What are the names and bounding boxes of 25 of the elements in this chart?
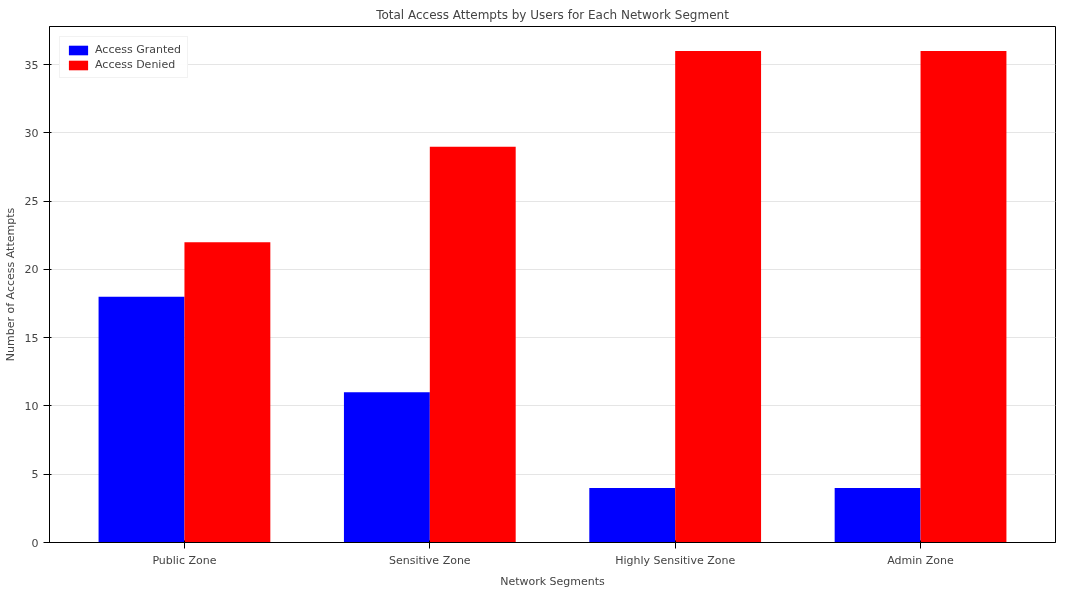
y-tick-label: 0 (31, 536, 39, 550)
bar (920, 51, 1007, 543)
y-tick-label: 35 (24, 58, 39, 72)
bar (834, 487, 921, 543)
bar (589, 487, 676, 543)
bar (429, 146, 516, 543)
bar (343, 392, 430, 543)
y-tick-label: 20 (24, 263, 39, 277)
chart-title: Total Access Attempts by Users for Each Network Segment (375, 7, 730, 22)
x-axis-title: Network Segments (500, 574, 606, 588)
bar (98, 296, 185, 543)
x-tick-label: Sensitive Zone (388, 553, 471, 567)
x-tick-label: Public Zone (152, 553, 217, 567)
bar (184, 242, 271, 543)
y-tick-label: 25 (24, 195, 39, 209)
y-tick-label: 15 (24, 331, 39, 345)
bar (675, 51, 762, 543)
y-tick-label: 5 (31, 468, 39, 482)
y-tick-label: 30 (24, 126, 39, 140)
x-tick-label: Admin Zone (887, 553, 955, 567)
legend-label: Access Granted (95, 43, 181, 56)
x-tick-label: Highly Sensitive Zone (615, 553, 736, 567)
y-axis-title: Number of Access Attempts (3, 207, 17, 362)
y-tick-label: 10 (24, 399, 39, 413)
legend-label: Access Denied (95, 58, 176, 71)
